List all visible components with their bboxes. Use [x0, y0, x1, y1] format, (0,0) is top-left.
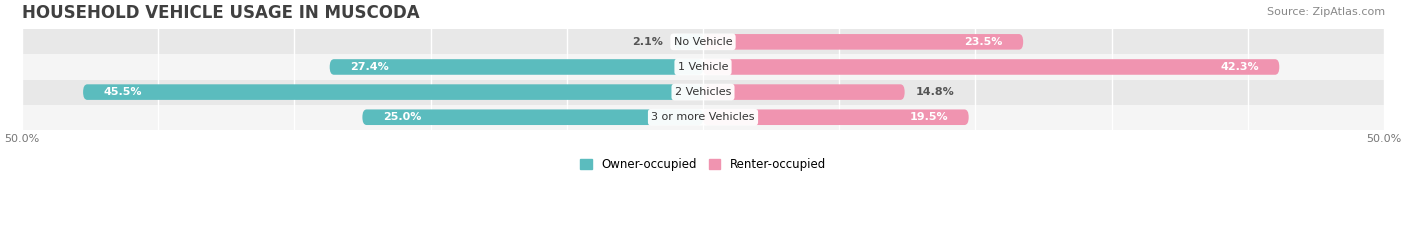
Bar — [21, 79, 1385, 105]
Bar — [21, 29, 1385, 55]
Legend: Owner-occupied, Renter-occupied: Owner-occupied, Renter-occupied — [575, 154, 831, 176]
Text: Source: ZipAtlas.com: Source: ZipAtlas.com — [1267, 7, 1385, 17]
FancyBboxPatch shape — [363, 110, 703, 125]
Text: No Vehicle: No Vehicle — [673, 37, 733, 47]
Text: 45.5%: 45.5% — [104, 87, 142, 97]
Text: HOUSEHOLD VEHICLE USAGE IN MUSCODA: HOUSEHOLD VEHICLE USAGE IN MUSCODA — [21, 4, 419, 22]
Text: 2 Vehicles: 2 Vehicles — [675, 87, 731, 97]
Text: 2.1%: 2.1% — [633, 37, 664, 47]
Bar — [21, 55, 1385, 79]
Text: 27.4%: 27.4% — [350, 62, 389, 72]
Text: 23.5%: 23.5% — [965, 37, 1002, 47]
Text: 3 or more Vehicles: 3 or more Vehicles — [651, 112, 755, 122]
FancyBboxPatch shape — [703, 110, 969, 125]
FancyBboxPatch shape — [703, 34, 1024, 50]
FancyBboxPatch shape — [675, 34, 703, 50]
Bar — [21, 105, 1385, 130]
FancyBboxPatch shape — [329, 59, 703, 75]
Text: 19.5%: 19.5% — [910, 112, 948, 122]
FancyBboxPatch shape — [703, 59, 1279, 75]
Text: 25.0%: 25.0% — [382, 112, 422, 122]
Text: 42.3%: 42.3% — [1220, 62, 1258, 72]
Text: 14.8%: 14.8% — [915, 87, 955, 97]
FancyBboxPatch shape — [83, 84, 703, 100]
FancyBboxPatch shape — [703, 84, 904, 100]
Text: 1 Vehicle: 1 Vehicle — [678, 62, 728, 72]
